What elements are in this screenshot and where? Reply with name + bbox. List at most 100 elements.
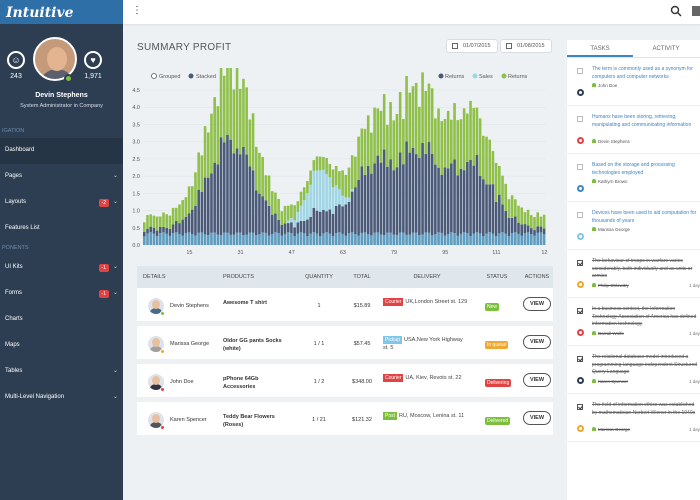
- date-from-picker[interactable]: 01/07/2015: [446, 39, 498, 53]
- avatar[interactable]: [33, 37, 77, 81]
- bar-base: [309, 233, 312, 245]
- user-icon: [592, 83, 596, 87]
- date-to-value: 01/08/2015: [517, 43, 545, 49]
- task-text[interactable]: The behaviour of troops in warfare varie…: [592, 258, 693, 279]
- task-checkbox[interactable]: [577, 164, 583, 170]
- bar-base: [389, 232, 392, 245]
- sidebar-item-layouts[interactable]: Layouts -2 ⌄: [0, 190, 123, 216]
- bar-returns-green: [446, 110, 450, 169]
- cell-actions: VIEW: [521, 326, 553, 359]
- chevron-down-icon: ⌄: [112, 290, 118, 296]
- avatar[interactable]: [148, 374, 164, 390]
- bar-returns-green: [232, 89, 236, 154]
- bar-returns: [475, 155, 479, 233]
- task-text[interactable]: The field of information ethics was esta…: [592, 402, 696, 416]
- avatar[interactable]: [148, 298, 164, 314]
- bar-returns-green: [376, 108, 380, 156]
- task-text[interactable]: Humans have been storing, retrieving, ma…: [592, 114, 692, 128]
- radio-grouped-icon: [151, 73, 157, 79]
- bar-returns-green: [219, 58, 223, 138]
- bar-returns: [373, 163, 376, 233]
- table-header: DETAILS PRODUCTS QUANTITY TOTAL DELIVERY…: [137, 266, 553, 288]
- radio-stacked-icon: [188, 73, 194, 79]
- avatar[interactable]: [148, 336, 164, 352]
- address-text: UK,London Street st. 129: [405, 299, 468, 305]
- view-button[interactable]: VIEW: [523, 335, 551, 349]
- view-button[interactable]: VIEW: [523, 297, 551, 311]
- bar-returns-green: [302, 187, 306, 201]
- view-button[interactable]: VIEW: [523, 411, 551, 425]
- bar-base: [357, 235, 360, 245]
- bar-returns-green: [520, 207, 524, 225]
- bar-base: [421, 234, 424, 245]
- sidebar-item-forms[interactable]: Forms -1 ⌄: [0, 281, 123, 307]
- count-badge: -1: [98, 264, 109, 272]
- task-text[interactable]: In a business context, the Information T…: [592, 306, 697, 327]
- task-item: In a business context, the Information T…: [567, 298, 700, 346]
- settings-icon[interactable]: [690, 5, 700, 17]
- bar-returns: [360, 166, 364, 233]
- menu-kebab-icon[interactable]: ⋮: [132, 5, 142, 16]
- bar-returns-green: [242, 78, 245, 147]
- bar-returns-green: [453, 103, 456, 160]
- bar-base: [194, 235, 197, 245]
- bar-base: [181, 235, 184, 245]
- sidebar-item-label: Multi-Level Navigation: [5, 394, 65, 400]
- bar-returns-green: [299, 191, 303, 206]
- view-button[interactable]: VIEW: [523, 373, 551, 387]
- tab-activity[interactable]: ACTIVITY: [652, 46, 680, 52]
- task-text[interactable]: The relational database model introduced…: [592, 354, 698, 375]
- task-checkbox[interactable]: [577, 356, 583, 362]
- bar-returns: [238, 154, 242, 233]
- bar-base: [459, 233, 463, 245]
- bar-base: [520, 235, 524, 245]
- sidebar-item-maps[interactable]: Maps: [0, 333, 123, 359]
- task-text[interactable]: Based on the storage and processing tech…: [592, 162, 675, 176]
- likes-icon[interactable]: ♥: [84, 51, 102, 69]
- bar-returns-green: [338, 171, 341, 190]
- tab-tasks[interactable]: TASKS: [567, 40, 633, 57]
- bar-returns: [155, 230, 159, 237]
- bar-returns: [402, 164, 405, 233]
- bar-returns: [488, 184, 492, 233]
- bar-returns: [539, 226, 543, 233]
- bar-returns-green: [456, 120, 460, 176]
- task-checkbox[interactable]: [577, 212, 583, 218]
- sidebar-item-dashboard[interactable]: Dashboard: [0, 138, 123, 164]
- bar-returns: [232, 153, 236, 235]
- address-text: RU, Moscow, Lenina st. 11: [399, 413, 465, 419]
- sidebar-item-label: UI Kits: [5, 264, 23, 270]
- sidebar-item-tables[interactable]: Tables ⌄: [0, 359, 123, 385]
- bar-returns: [386, 166, 389, 233]
- bar-returns-green: [386, 124, 389, 167]
- bar-base: [360, 232, 364, 245]
- bar-returns: [530, 228, 533, 235]
- sidebar-item-pages[interactable]: Pages ⌄: [0, 164, 123, 190]
- y-tick-label: 3.5: [132, 122, 140, 128]
- bar-returns: [328, 209, 332, 234]
- task-text[interactable]: Devices have been used to aid computatio…: [592, 210, 697, 224]
- sidebar-item-multi-level[interactable]: Multi-Level Navigation ⌄: [0, 385, 123, 411]
- bar-base: [238, 232, 242, 245]
- sidebar-item-charts[interactable]: Charts: [0, 307, 123, 333]
- sidebar-item-ui-kits[interactable]: UI Kits -1 ⌄: [0, 255, 123, 281]
- sidebar-item-features-list[interactable]: Features List: [0, 216, 123, 242]
- task-checkbox[interactable]: [577, 260, 583, 266]
- bar-returns-green: [498, 166, 501, 195]
- avatar[interactable]: [148, 412, 164, 428]
- search-icon[interactable]: [670, 5, 682, 17]
- task-checkbox[interactable]: [577, 116, 583, 122]
- task-text[interactable]: The term is commonly used as a synonym f…: [592, 66, 693, 80]
- date-to-picker[interactable]: 01/08/2015: [500, 39, 552, 53]
- bar-returns-green: [533, 217, 536, 231]
- followers-icon[interactable]: ☺: [7, 51, 25, 69]
- bar-base: [414, 232, 418, 245]
- task-checkbox[interactable]: [577, 68, 583, 74]
- task-checkbox[interactable]: [577, 308, 583, 314]
- bar-returns: [229, 139, 232, 235]
- bar-returns-green: [165, 214, 168, 228]
- task-checkbox[interactable]: [577, 404, 583, 410]
- bar-returns: [168, 228, 172, 236]
- cell-quantity: 1 / 2: [295, 364, 343, 397]
- brand-logo[interactable]: Intuitive: [0, 0, 123, 24]
